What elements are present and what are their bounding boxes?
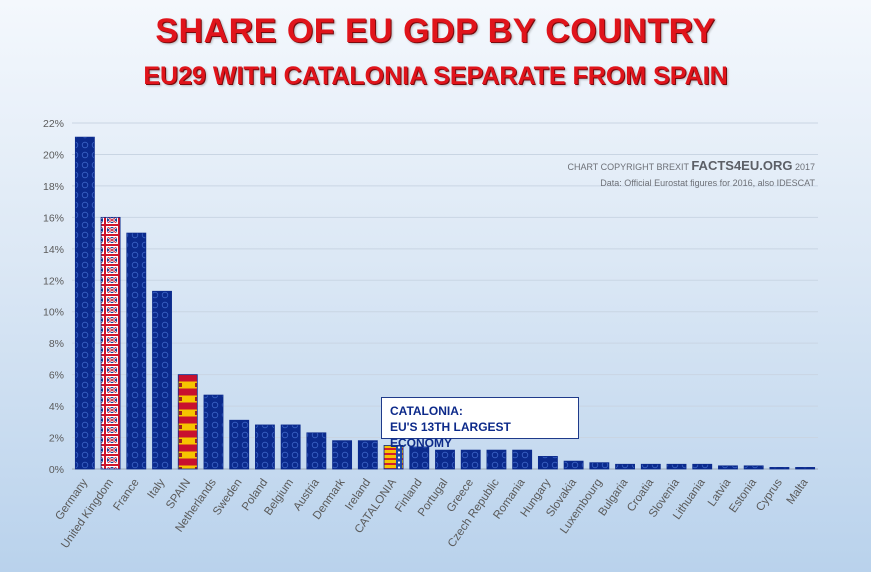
y-tick-label: 6% (49, 370, 64, 382)
bar-austria (306, 432, 327, 470)
bar-cyprus (769, 467, 790, 470)
bar-malta (795, 467, 816, 470)
y-tick-label: 8% (49, 338, 64, 350)
bar-croatia (640, 463, 661, 470)
bar-netherlands (203, 394, 224, 470)
bar-lithuania (692, 463, 713, 470)
y-tick-label: 20% (43, 149, 64, 161)
bar-belgium (280, 424, 301, 470)
y-tick-label: 2% (49, 433, 64, 445)
bar-denmark (332, 440, 353, 470)
chart-title: SHARE OF EU GDP BY COUNTRY (155, 12, 716, 50)
y-tick-label: 18% (43, 181, 64, 193)
y-tick-label: 12% (43, 275, 64, 287)
data-source: Data: Official Eurostat figures for 2016… (600, 178, 815, 188)
bar-bulgaria (615, 463, 635, 470)
bar-france (126, 232, 147, 470)
bar-catalonia (383, 445, 404, 470)
callout-line-1: CATALONIA: (390, 404, 463, 418)
x-category-label: Italy (146, 477, 168, 501)
bar-estonia (743, 465, 764, 470)
x-category-label: Estonia (727, 476, 759, 515)
x-category-label: Malta (785, 476, 811, 506)
bar-hungary (537, 456, 558, 470)
bar-romania (512, 449, 533, 470)
copyright-prefix: CHART COPYRIGHT BREXIT (567, 162, 689, 172)
bar-czech-republic (486, 449, 507, 470)
y-tick-label: 0% (49, 464, 64, 476)
y-tick-label: 16% (43, 212, 64, 224)
bar-poland (255, 424, 275, 470)
bar-ireland (357, 440, 378, 470)
bar-germany (74, 136, 95, 470)
bar-slovenia (666, 463, 687, 470)
bar-finland (409, 446, 430, 470)
copyright-line: CHART COPYRIGHT BREXIT FACTS4EU.ORG 2017 (567, 158, 815, 175)
x-category-label: France (111, 477, 141, 513)
y-tick-label: 22% (43, 118, 64, 130)
bar-italy (152, 290, 172, 470)
copyright-note: CHART COPYRIGHT BREXIT FACTS4EU.ORG 2017… (567, 158, 815, 191)
y-tick-label: 10% (43, 307, 64, 319)
x-category-label: Cyprus (754, 477, 785, 514)
y-tick-label: 4% (49, 401, 64, 413)
chart-subtitle: EU29 WITH CATALONIA SEPARATE FROM SPAIN (143, 62, 728, 90)
bar-greece (460, 449, 481, 470)
bar-latvia (718, 465, 738, 470)
bar-sweden (229, 419, 250, 470)
bar-portugal (435, 449, 455, 470)
y-tick-label: 14% (43, 244, 64, 256)
bar-united-kingdom (100, 216, 121, 470)
bar-luxembourg (589, 462, 610, 470)
bar-slovakia (563, 460, 584, 470)
brand-name: FACTS4EU.ORG (691, 158, 793, 173)
copyright-year: 2017 (794, 162, 815, 172)
catalonia-callout: CATALONIA: EU'S 13TH LARGEST ECONOMY (381, 397, 579, 450)
bar-spain (177, 374, 198, 470)
callout-line-2: EU'S 13TH LARGEST ECONOMY (390, 420, 511, 450)
